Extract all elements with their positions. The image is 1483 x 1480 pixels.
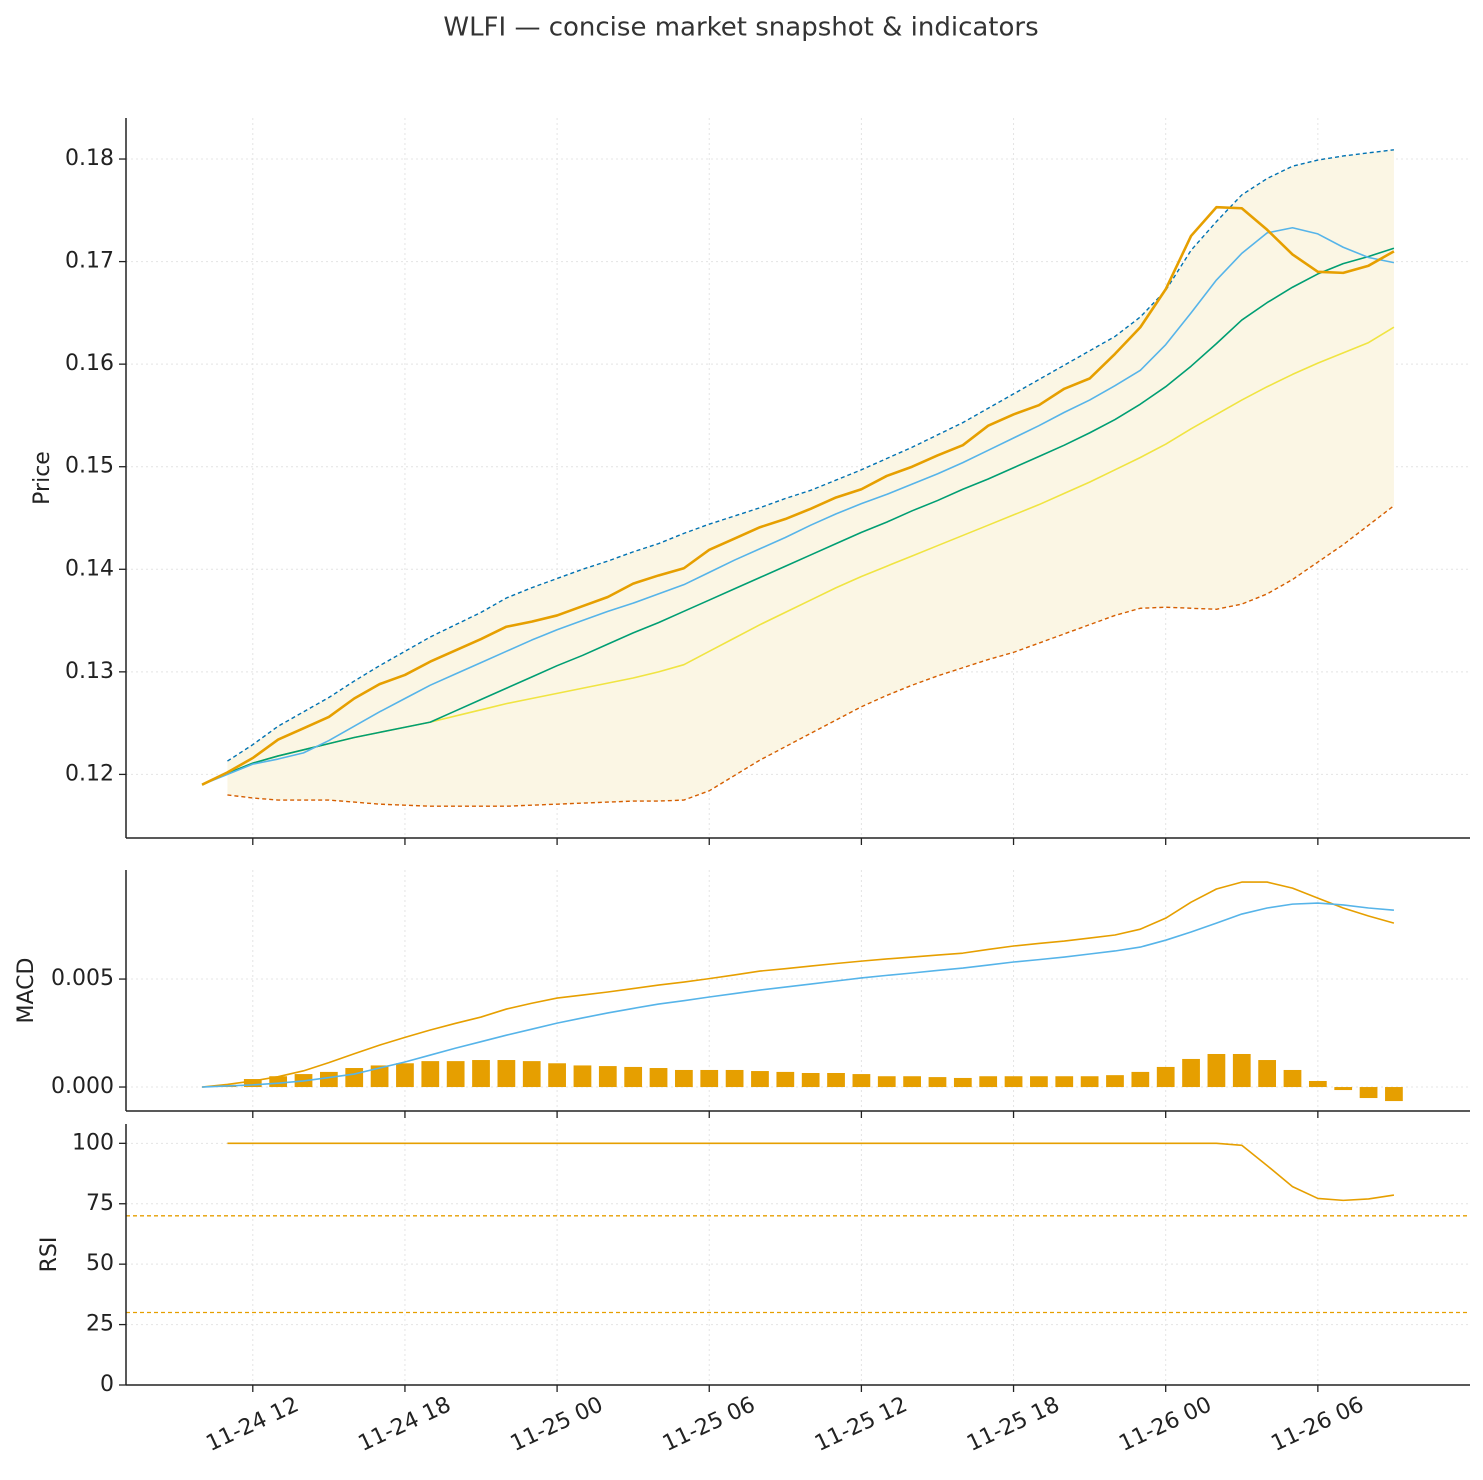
bar xyxy=(522,1061,541,1088)
bar xyxy=(1232,1053,1251,1088)
band-fill xyxy=(227,149,1394,807)
y-tick-label: 50 xyxy=(86,1251,114,1276)
series-line xyxy=(202,902,1394,1088)
bar xyxy=(877,1076,896,1088)
bar xyxy=(370,1065,389,1088)
bar xyxy=(928,1077,947,1088)
y-tick-label: 0.005 xyxy=(51,966,114,991)
y-axis-label: RSI xyxy=(37,1237,62,1273)
bar xyxy=(1055,1076,1074,1088)
bar xyxy=(269,1076,288,1088)
bar xyxy=(1004,1076,1023,1088)
y-tick-label: 0.16 xyxy=(65,351,114,376)
bar xyxy=(624,1066,643,1088)
bar xyxy=(1131,1071,1150,1088)
bar xyxy=(446,1061,465,1088)
y-tick-label: 0.18 xyxy=(65,146,114,171)
y-axis-label: Price xyxy=(30,451,55,505)
bar xyxy=(1030,1076,1048,1088)
bar xyxy=(776,1071,795,1088)
bar xyxy=(1182,1058,1200,1088)
series-line xyxy=(201,226,1395,786)
y-tick-label: 0.000 xyxy=(51,1074,114,1099)
bar xyxy=(1207,1053,1226,1088)
bar xyxy=(421,1061,440,1088)
bar xyxy=(801,1072,820,1088)
y-tick-label: 0.15 xyxy=(65,454,114,479)
y-tick-label: 0.14 xyxy=(65,556,114,581)
bar xyxy=(1334,1087,1353,1091)
bar xyxy=(1258,1060,1277,1088)
series-line xyxy=(201,247,1395,786)
bar xyxy=(1385,1087,1403,1102)
series-line xyxy=(227,149,1395,762)
bar xyxy=(319,1071,338,1088)
y-axis-label: MACD xyxy=(14,958,39,1024)
bar xyxy=(1359,1087,1378,1099)
bar xyxy=(852,1074,871,1088)
bar xyxy=(903,1076,921,1088)
bar xyxy=(573,1065,592,1088)
y-tick-label: 0 xyxy=(100,1372,114,1397)
series-line xyxy=(201,205,1395,786)
bar xyxy=(1080,1076,1099,1088)
y-tick-label: 0.13 xyxy=(65,659,114,684)
bar xyxy=(1156,1066,1175,1088)
bar xyxy=(497,1060,516,1088)
bar xyxy=(345,1068,364,1088)
y-tick-label: 75 xyxy=(86,1191,114,1216)
bar xyxy=(953,1077,972,1088)
bar xyxy=(598,1066,617,1088)
y-tick-label: 0.12 xyxy=(65,761,114,786)
y-tick-label: 0.17 xyxy=(65,249,114,274)
bar xyxy=(1283,1069,1302,1088)
bar xyxy=(827,1072,845,1088)
bar xyxy=(396,1063,414,1088)
bar xyxy=(472,1060,490,1088)
series-line xyxy=(201,881,1395,1088)
series-line xyxy=(227,1142,1395,1202)
bar xyxy=(700,1069,719,1088)
y-tick-label: 25 xyxy=(86,1312,114,1337)
bar xyxy=(751,1071,769,1088)
bar xyxy=(675,1069,693,1088)
bar xyxy=(979,1076,998,1088)
chart-title: WLFI — concise market snapshot & indicat… xyxy=(443,13,1038,43)
bar xyxy=(1106,1075,1124,1088)
bar xyxy=(649,1068,668,1088)
bar xyxy=(243,1079,262,1088)
bar xyxy=(548,1063,566,1088)
bar xyxy=(1308,1080,1327,1088)
bar xyxy=(725,1069,744,1088)
y-tick-label: 100 xyxy=(72,1130,114,1155)
